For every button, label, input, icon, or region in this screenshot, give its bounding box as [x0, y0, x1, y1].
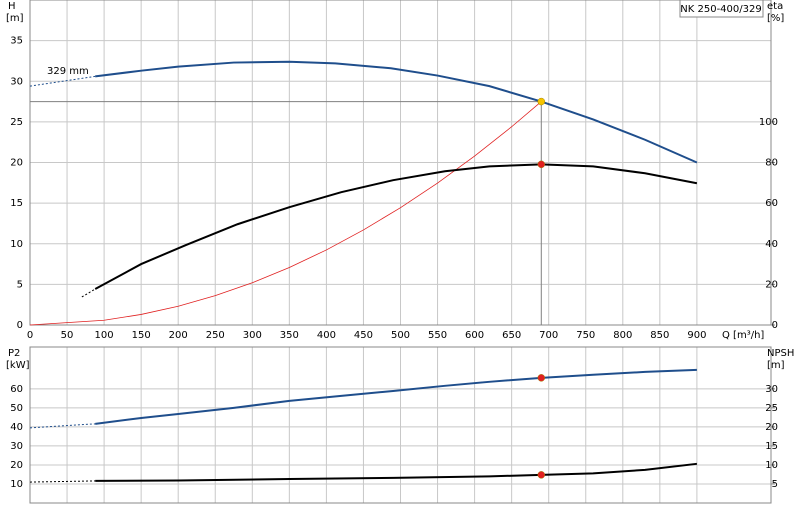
x-tick-label: 600: [465, 330, 484, 341]
x-tick-label: 50: [61, 330, 74, 341]
y-tick-label: 35: [10, 36, 23, 47]
y2-tick-label: 40: [765, 239, 778, 250]
y2-tick-label: 20: [765, 422, 778, 433]
x-tick-label: 0: [27, 330, 33, 341]
curve: [95, 462, 698, 482]
y2-tick-label: 80: [765, 158, 778, 169]
y-tick-label: 60: [10, 384, 23, 395]
y-tick-label: 0: [17, 320, 23, 331]
y-tick-label: 10: [10, 479, 23, 490]
x-tick-label: 100: [95, 330, 114, 341]
plot-frame: [29, 346, 772, 504]
y2-tick-label: 25: [765, 403, 778, 414]
y2-axis-unit: [%]: [767, 13, 784, 24]
y2-tick-label: 15: [765, 441, 778, 452]
x-tick-label: 200: [169, 330, 188, 341]
data-point: [537, 471, 546, 479]
y2-tick-label: 30: [765, 384, 778, 395]
x-tick-label: 850: [650, 330, 669, 341]
curve: [29, 480, 96, 483]
y-axis-label: P2: [8, 348, 20, 359]
y2-tick-label: 10: [765, 460, 778, 471]
curve: [94, 163, 698, 290]
x-tick-label: 150: [132, 330, 151, 341]
title-box: [679, 0, 764, 18]
x-axis-label: Q [m³/h]: [722, 330, 764, 341]
y-tick-label: 20: [10, 460, 23, 471]
y2-tick-label: 60: [765, 198, 778, 209]
curve: [95, 368, 697, 425]
y-tick-label: 10: [10, 239, 23, 250]
curve: [29, 423, 96, 429]
y-tick-label: 20: [10, 158, 23, 169]
y-axis-unit: [m]: [6, 13, 24, 24]
x-tick-label: 550: [428, 330, 447, 341]
x-tick-label: 700: [539, 330, 558, 341]
x-tick-label: 450: [354, 330, 373, 341]
y-axis-label: H: [8, 1, 16, 12]
x-tick-label: 900: [687, 330, 706, 341]
y-tick-label: 30: [10, 441, 23, 452]
y2-tick-label: 0: [772, 320, 778, 331]
y-tick-label: 5: [17, 279, 23, 290]
curve: [81, 288, 96, 298]
data-point: [537, 97, 546, 106]
y-tick-label: 25: [10, 117, 23, 128]
y2-tick-label: 20: [765, 279, 778, 290]
x-tick-label: 350: [280, 330, 299, 341]
y-tick-label: 30: [10, 76, 23, 87]
plot-frame: [29, 0, 772, 326]
x-tick-label: 300: [243, 330, 262, 341]
x-tick-label: 750: [576, 330, 595, 341]
x-tick-label: 400: [317, 330, 336, 341]
x-tick-label: 500: [391, 330, 410, 341]
data-point: [537, 160, 546, 169]
y-tick-label: 50: [10, 403, 23, 414]
chart-title: NK 250-400/329: [680, 4, 761, 15]
y-tick-label: 40: [10, 422, 23, 433]
y-axis-unit: [kW]: [6, 360, 30, 371]
x-tick-label: 250: [206, 330, 225, 341]
y2-axis-unit: [m]: [767, 360, 785, 371]
x-tick-label: 800: [613, 330, 632, 341]
y2-tick-label: 100: [759, 117, 778, 128]
y2-tick-label: 5: [772, 479, 778, 490]
y-tick-label: 15: [10, 198, 23, 209]
curve: [29, 101, 542, 326]
y2-axis-label: eta: [767, 1, 783, 12]
y2-axis-label: NPSH: [767, 348, 794, 359]
annotation: 329 mm: [47, 66, 89, 77]
curve: [29, 75, 96, 87]
data-point: [537, 374, 546, 382]
x-tick-label: 650: [502, 330, 521, 341]
curve: [95, 60, 698, 164]
